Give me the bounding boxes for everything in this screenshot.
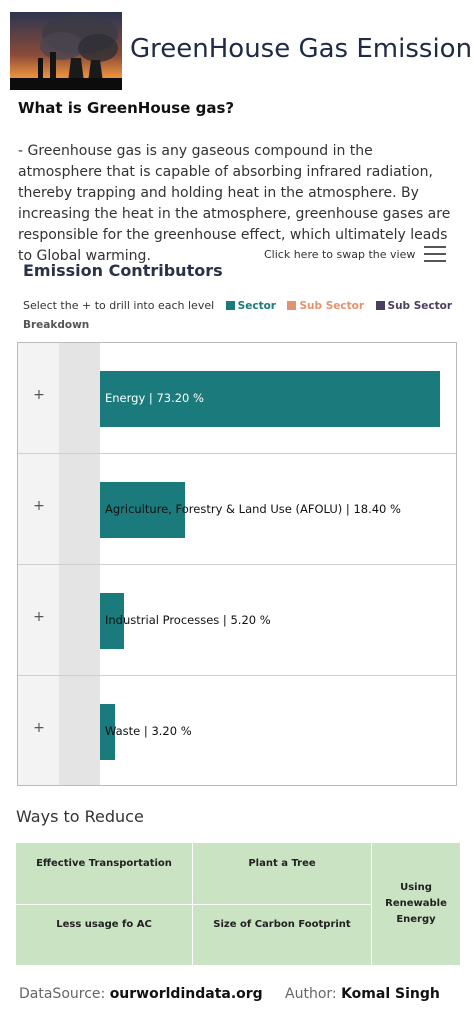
emission-contributors-chart: + Energy | 73.20 % + Agriculture, Forestry … xyxy=(17,342,457,786)
legend-label-breakdown: Breakdown xyxy=(23,319,90,331)
bar-label: Energy | 73.20 % xyxy=(105,391,204,405)
data-source-label: DataSource: xyxy=(19,986,106,1002)
bar[interactable] xyxy=(100,593,125,649)
ways-to-reduce-grid: Effective Transportation Plant a Tree Le… xyxy=(16,843,460,965)
bar-label: Agriculture, Forestry & Land Use (AFOLU)… xyxy=(105,502,401,516)
intro-heading: What is GreenHouse gas? xyxy=(18,99,235,117)
drill-instruction: Select the + to drill into each level xyxy=(23,299,215,312)
chart-row: + Waste | 3.20 % xyxy=(18,676,456,787)
chart-row: + Agriculture, Forestry & Land Use (AFOLU… xyxy=(18,454,456,565)
expand-row-button[interactable]: + xyxy=(33,498,45,514)
reduce-item: Less usage fo AC xyxy=(56,919,152,930)
intro-text: - Greenhouse gas is any gaseous compound… xyxy=(18,143,451,264)
grid-divider xyxy=(16,904,371,905)
reduce-item: Plant a Tree xyxy=(248,858,316,869)
data-source: DataSource: ourworldindata.org xyxy=(19,986,263,1002)
grid-divider xyxy=(371,843,372,965)
bar[interactable] xyxy=(100,704,115,760)
expand-row-button[interactable]: + xyxy=(33,720,45,736)
bar[interactable] xyxy=(100,371,440,427)
legend-label-sector: Sector xyxy=(237,300,276,312)
app-title: GreenHouse Gas Emission xyxy=(130,34,473,64)
legend-swatch-sector xyxy=(225,301,235,310)
author: Author: Komal Singh xyxy=(285,986,440,1002)
legend-swatch-sub-sector xyxy=(287,301,297,310)
chart-row: + Energy | 73.20 % xyxy=(18,343,456,454)
chart-row: + Industrial Processes | 5.20 % xyxy=(18,565,456,676)
bar[interactable] xyxy=(100,482,186,538)
section-title-contributors: Emission Contributors xyxy=(23,261,223,280)
legend-label-sub-sector: Sub Sector xyxy=(299,300,365,312)
swap-view-link[interactable]: Click here to swap the view xyxy=(264,248,416,261)
hamburger-menu-icon[interactable] xyxy=(424,246,446,263)
factory-smoke-image xyxy=(10,12,122,90)
reduce-item: Using Renewable Energy xyxy=(385,882,447,925)
bar-label: Waste | 3.20 % xyxy=(105,724,192,738)
legend-swatch-sub-sector-breakdown xyxy=(375,301,385,310)
bar-label: Industrial Processes | 5.20 % xyxy=(105,613,271,627)
expand-row-button[interactable]: + xyxy=(33,609,45,625)
author-label: Author: xyxy=(285,986,337,1002)
chart-legend: Select the + to drill into each level Se… xyxy=(23,296,463,335)
reduce-item: Size of Carbon Footprint xyxy=(213,919,351,930)
author-value: Komal Singh xyxy=(341,986,440,1002)
reduce-item: Effective Transportation xyxy=(36,858,172,869)
expand-row-button[interactable]: + xyxy=(33,387,45,403)
data-source-value: ourworldindata.org xyxy=(109,986,263,1002)
legend-label-sub-sector-breakdown: Sub Sector xyxy=(387,300,453,312)
section-title-ways-to-reduce: Ways to Reduce xyxy=(16,807,144,826)
